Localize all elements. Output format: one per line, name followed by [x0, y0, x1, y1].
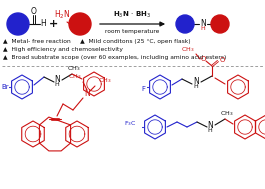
Circle shape	[211, 15, 229, 33]
Text: F: F	[141, 86, 145, 92]
Text: N: N	[193, 77, 199, 87]
Text: room temperature: room temperature	[105, 29, 159, 33]
Text: H: H	[207, 128, 212, 132]
Text: N: N	[207, 121, 213, 129]
Text: O: O	[219, 57, 225, 63]
Circle shape	[69, 13, 91, 35]
Circle shape	[176, 15, 194, 33]
Text: +: +	[48, 19, 58, 29]
Text: $\mathregular{CH_3}$: $\mathregular{CH_3}$	[68, 73, 81, 81]
Text: H: H	[55, 83, 59, 88]
Text: $\mathregular{F_3C}$: $\mathregular{F_3C}$	[125, 120, 137, 129]
Text: ▲  Broad substrate scope (over 60 examples, including amino acid esters): ▲ Broad substrate scope (over 60 example…	[3, 54, 226, 60]
Text: H: H	[194, 84, 198, 90]
Text: N: N	[54, 75, 60, 84]
Text: $\mathregular{CH_3}$: $\mathregular{CH_3}$	[98, 77, 112, 85]
Text: $\mathregular{H_2N}$: $\mathregular{H_2N}$	[54, 9, 70, 21]
Text: ▲  High efficiency and chemoselectivity: ▲ High efficiency and chemoselectivity	[3, 46, 123, 51]
Text: O: O	[31, 6, 37, 15]
Text: $\mathregular{CH_3}$: $\mathregular{CH_3}$	[180, 46, 194, 54]
Text: ▲  Metal- free reaction     ▲  Mild conditons (25 °C, open flask): ▲ Metal- free reaction ▲ Mild conditons …	[3, 39, 191, 43]
Text: Br: Br	[1, 84, 9, 90]
Text: N: N	[200, 19, 206, 28]
Text: $\mathregular{CH_3}$: $\mathregular{CH_3}$	[220, 110, 234, 119]
Text: H$_3$N $\cdot$ BH$_3$: H$_3$N $\cdot$ BH$_3$	[113, 10, 151, 20]
Circle shape	[7, 13, 29, 35]
Text: N: N	[84, 90, 90, 98]
Text: H: H	[201, 26, 205, 32]
Text: O: O	[200, 56, 206, 62]
Text: H: H	[40, 19, 46, 29]
Text: $\mathregular{CH_3}$: $\mathregular{CH_3}$	[67, 65, 81, 74]
